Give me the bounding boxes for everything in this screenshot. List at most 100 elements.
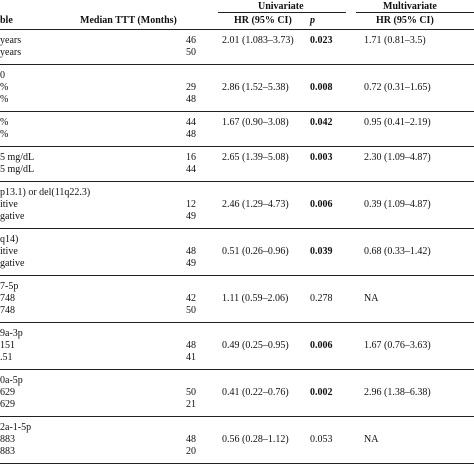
median-ttt-cell: 41 [186, 352, 196, 363]
hr-multivariate-cell: 1.71 (0.81–3.5) [364, 35, 426, 46]
p-value-cell: 0.002 [310, 387, 333, 398]
col-header-p: p [310, 15, 315, 26]
median-ttt-cell: 50 [186, 305, 196, 316]
median-ttt-cell: 48 [186, 246, 196, 257]
group-title-row: p13.1) or del(11q22.3) [0, 187, 474, 199]
hr-multivariate-cell: 0.68 (0.33–1.42) [364, 246, 431, 257]
univariate-header: Univariate [258, 1, 304, 12]
hr-multivariate-cell: 0.39 (1.09–4.87) [364, 199, 431, 210]
median-ttt-cell: 50 [186, 387, 196, 398]
row-label: 5 mg/dL [0, 164, 35, 175]
p-value-cell: 0.006 [310, 340, 333, 351]
col-header-hr-multivariate: HR (95% CI) [376, 15, 434, 26]
row-label: years [0, 47, 22, 58]
row-label: 748 [0, 293, 15, 304]
hr-multivariate-cell: 1.67 (0.76–3.63) [364, 340, 431, 351]
group-title: 9a-3p [0, 328, 23, 339]
group-title-row: 2a-1-5p [0, 422, 474, 434]
hr-univariate-cell: 0.49 (0.25–0.95) [222, 340, 289, 351]
column-header-row: ble Median TTT (Months) HR (95% CI) p HR… [0, 14, 474, 30]
row-label: % [0, 82, 9, 93]
hr-multivariate-cell: 2.30 (1.09–4.87) [364, 152, 431, 163]
median-ttt-cell: 12 [186, 199, 196, 210]
median-ttt-cell: 16 [186, 152, 196, 163]
median-ttt-cell: 50 [186, 47, 196, 58]
table-row: 629 50 0.41 (0.22–0.76) 0.002 2.96 (1.38–6.3… [0, 387, 474, 399]
group-title-row: 0a-5p [0, 375, 474, 387]
row-label: % [0, 117, 9, 128]
group-title-row: q14) [0, 234, 474, 246]
row-label: gative [0, 211, 25, 222]
multivariate-rule [356, 12, 474, 13]
p-value-cell: 0.053 [310, 434, 333, 445]
median-ttt-cell: 48 [186, 94, 196, 105]
hr-univariate-cell: 1.11 (0.59–2.06) [222, 293, 289, 304]
table-row: 748 42 1.11 (0.59–2.06) 0.278 NA [0, 293, 474, 305]
p-value-cell: 0.023 [310, 35, 333, 46]
table-group: 0% 29 2.86 (1.52–5.38) 0.008 0.72 (0.31–1.65… [0, 65, 474, 112]
median-ttt-cell: 44 [186, 164, 196, 175]
hr-multivariate-cell: 0.72 (0.31–1.65) [364, 82, 431, 93]
median-ttt-cell: 48 [186, 340, 196, 351]
group-title-row: 0 [0, 70, 474, 82]
table-row: .51 41 [0, 352, 474, 364]
group-title: 2a-1-5p [0, 422, 32, 433]
table-group: 9a-3p 151 48 0.49 (0.25–0.95) 0.006 1.67 (0.7… [0, 323, 474, 370]
row-label: years [0, 35, 22, 46]
median-ttt-cell: 49 [186, 211, 196, 222]
table-group: 5 mg/dL 16 2.65 (1.39–5.08) 0.003 2.30 (1.09… [0, 147, 474, 182]
hr-univariate-cell: 2.01 (1.083–3.73) [222, 35, 294, 46]
group-header-row: Univariate Multivariate [0, 0, 474, 14]
row-label: % [0, 129, 9, 140]
row-label: itive [0, 199, 18, 210]
table-row: itive 48 0.51 (0.26–0.96) 0.039 0.68 (0.33–1… [0, 246, 474, 258]
table-row: % 48 [0, 129, 474, 141]
row-label: itive [0, 246, 18, 257]
row-label: gative [0, 258, 25, 269]
hr-univariate-cell: 2.86 (1.52–5.38) [222, 82, 289, 93]
median-ttt-cell: 20 [186, 446, 196, 457]
table-row: 629 21 [0, 399, 474, 411]
hr-univariate-cell: 2.46 (1.29–4.73) [222, 199, 289, 210]
row-label: 151 [0, 340, 15, 351]
table-row: 5 mg/dL 44 [0, 164, 474, 176]
p-value-cell: 0.039 [310, 246, 333, 257]
group-title: 7-5p [0, 281, 19, 292]
median-ttt-cell: 49 [186, 258, 196, 269]
p-value-cell: 0.042 [310, 117, 333, 128]
hr-multivariate-cell: 2.96 (1.38–6.38) [364, 387, 431, 398]
table-row: % 44 1.67 (0.90–3.08) 0.042 0.95 (0.41–2.19) [0, 117, 474, 129]
p-value-cell: 0.003 [310, 152, 333, 163]
hr-univariate-cell: 2.65 (1.39–5.08) [222, 152, 289, 163]
multivariate-header: Multivariate [383, 1, 437, 12]
group-title: 0a-5p [0, 375, 23, 386]
group-title: q14) [0, 234, 19, 245]
median-ttt-cell: 42 [186, 293, 196, 304]
hr-multivariate-cell: NA [364, 293, 379, 304]
median-ttt-cell: 29 [186, 82, 196, 93]
table-group: years 46 2.01 (1.083–3.73) 0.023 1.71 (0.81–… [0, 30, 474, 65]
p-value-cell: 0.008 [310, 82, 333, 93]
row-label: 5 mg/dL [0, 152, 35, 163]
table-row: 748 50 [0, 305, 474, 317]
row-label: 748 [0, 305, 15, 316]
col-header-variable: ble [0, 15, 13, 26]
hr-univariate-cell: 0.41 (0.22–0.76) [222, 387, 289, 398]
hr-univariate-cell: 0.56 (0.28–1.12) [222, 434, 289, 445]
group-title-row: 9a-3p [0, 328, 474, 340]
table-row: itive 12 2.46 (1.29–4.73) 0.006 0.39 (1.09–4… [0, 199, 474, 211]
row-label: 629 [0, 387, 15, 398]
table-row: % 29 2.86 (1.52–5.38) 0.008 0.72 (0.31–1.65) [0, 82, 474, 94]
median-ttt-cell: 48 [186, 434, 196, 445]
hr-univariate-cell: 1.67 (0.90–3.08) [222, 117, 289, 128]
hr-multivariate-cell: 0.95 (0.41–2.19) [364, 117, 431, 128]
table-group: p13.1) or del(11q22.3) itive 12 2.46 (1.29–… [0, 182, 474, 229]
col-header-median-ttt: Median TTT (Months) [80, 15, 177, 26]
hr-multivariate-cell: NA [364, 434, 379, 445]
table-row: 151 48 0.49 (0.25–0.95) 0.006 1.67 (0.76–3.6… [0, 340, 474, 352]
median-ttt-cell: 21 [186, 399, 196, 410]
row-label: % [0, 94, 9, 105]
group-title: p13.1) or del(11q22.3) [0, 187, 91, 198]
table-group: 2a-1-5p 883 48 0.56 (0.28–1.12) 0.053 NA 883 20 [0, 417, 474, 464]
